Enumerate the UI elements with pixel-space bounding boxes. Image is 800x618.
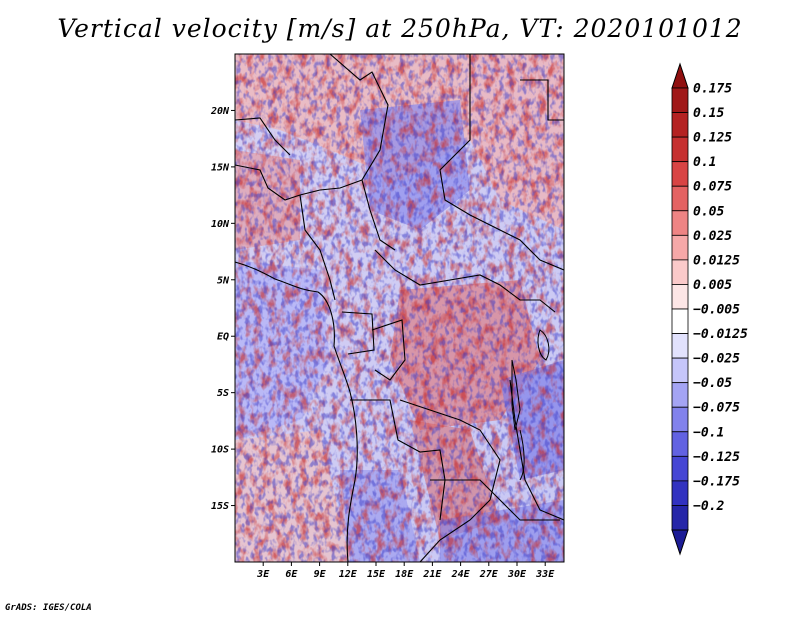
colorbar-swatch (671, 455, 689, 482)
lat-label: 5S (217, 388, 229, 399)
country-boundaries (235, 54, 564, 562)
colorbar-label: −0.025 (693, 352, 740, 367)
lon-label: 18E (395, 569, 414, 580)
colorbar-swatch (671, 382, 689, 408)
colorbar: 0.175 0.15 0.125 0.1 0.075 0.05 0.025 0.0125 0.0… (671, 62, 748, 556)
lon-label: 15E (367, 569, 386, 580)
colorbar-label: 0.0125 (693, 253, 740, 268)
colorbar-swatch (671, 308, 689, 334)
latitude-labels: 20N 15N 10N 5N EQ 5S 10S 15S (210, 106, 235, 512)
colorbar-label: 0.025 (693, 229, 732, 244)
colorbar-swatch (671, 431, 689, 457)
lon-label: 12E (339, 569, 358, 580)
colorbar-swatch (671, 284, 689, 310)
colorbar-bottom-arrow (671, 529, 689, 556)
lat-label: 5N (217, 275, 230, 286)
colorbar-swatch (671, 185, 689, 212)
lat-label: 15N (211, 162, 230, 173)
colorbar-label: 0.05 (693, 204, 724, 219)
lon-label: 33E (535, 569, 555, 580)
colorbar-label: 0.15 (693, 106, 724, 121)
lon-label: 9E (314, 569, 327, 580)
plot-title: Vertical velocity [m/s] at 250hPa, VT: 2… (57, 14, 743, 43)
colorbar-swatch (671, 112, 689, 138)
colorbar-swatch (671, 480, 689, 506)
lon-label: 27E (479, 569, 499, 580)
lat-label: EQ (217, 332, 229, 343)
lon-label: 30E (507, 569, 527, 580)
colorbar-label: −0.075 (693, 401, 740, 416)
lat-label: 10S (211, 445, 229, 456)
lat-label: 10N (211, 219, 230, 230)
colorbar-label: −0.005 (693, 303, 740, 318)
colorbar-swatch (671, 234, 689, 261)
colorbar-top-arrow (671, 62, 689, 89)
colorbar-swatch (671, 136, 689, 163)
colorbar-swatch (671, 406, 689, 433)
colorbar-swatch (671, 87, 689, 113)
lat-label: 15S (211, 501, 229, 512)
colorbar-label: 0.075 (693, 180, 732, 195)
longitude-labels: 3E 6E 9E 12E 15E 18E 21E 24E 27E 30E 33E (256, 562, 555, 580)
colorbar-label: −0.125 (693, 450, 740, 465)
lon-label: 21E (422, 569, 442, 580)
lon-label: 3E (256, 569, 270, 580)
colorbar-label: 0.1 (693, 155, 716, 170)
colorbar-swatch (671, 357, 689, 384)
colorbar-swatch (671, 505, 689, 531)
colorbar-swatch (671, 210, 689, 236)
lakes (511, 329, 550, 481)
colorbar-label: −0.05 (693, 376, 732, 391)
colorbar-label: 0.125 (693, 131, 732, 146)
velocity-field (235, 54, 564, 562)
colorbar-label: 0.005 (693, 278, 732, 293)
lon-label: 6E (285, 569, 298, 580)
colorbar-label: 0.175 (693, 82, 732, 97)
grads-credit: GrADS: IGES/COLA (5, 603, 92, 613)
lon-label: 24E (451, 569, 471, 580)
colorbar-swatch (671, 161, 689, 187)
colorbar-label: −0.2 (693, 499, 724, 514)
colorbar-swatch (671, 333, 689, 359)
colorbar-label: −0.1 (693, 425, 724, 440)
colorbar-swatch (671, 259, 689, 285)
colorbar-label: −0.0125 (693, 327, 748, 342)
colorbar-label: −0.175 (693, 474, 740, 489)
map-frame (234, 53, 565, 563)
lat-label: 20N (210, 106, 230, 117)
